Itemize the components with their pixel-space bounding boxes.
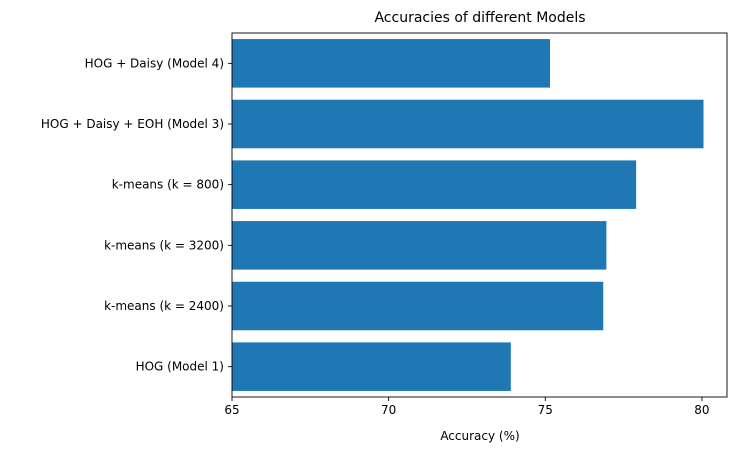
x-tick-label: 80	[694, 403, 709, 417]
x-tick-label: 70	[381, 403, 396, 417]
x-axis: 65 70 75 80	[224, 397, 710, 417]
bar	[232, 342, 511, 391]
x-tick-label: 65	[224, 403, 239, 417]
y-tick-label: HOG (Model 1)	[136, 360, 224, 374]
y-tick-label: k-means (k = 3200)	[104, 238, 224, 252]
y-tick-label: HOG + Daisy + EOH (Model 3)	[41, 117, 224, 131]
bars-group	[232, 39, 704, 391]
y-axis: HOG (Model 1) k-means (k = 2400) k-means (…	[41, 56, 232, 374]
y-tick-label: HOG + Daisy (Model 4)	[85, 56, 224, 70]
plot-frame	[231, 32, 728, 398]
bar	[232, 99, 704, 149]
x-axis-label: Accuracy (%)	[440, 429, 519, 443]
chart-title: Accuracies of different Models	[374, 10, 585, 26]
bar	[232, 39, 550, 88]
y-tick-label: k-means (k = 800)	[112, 178, 224, 192]
y-tick-label: k-means (k = 2400)	[104, 299, 224, 313]
bar	[232, 281, 604, 331]
bar	[232, 221, 607, 270]
x-tick-label: 75	[538, 403, 553, 417]
bar	[232, 160, 637, 209]
